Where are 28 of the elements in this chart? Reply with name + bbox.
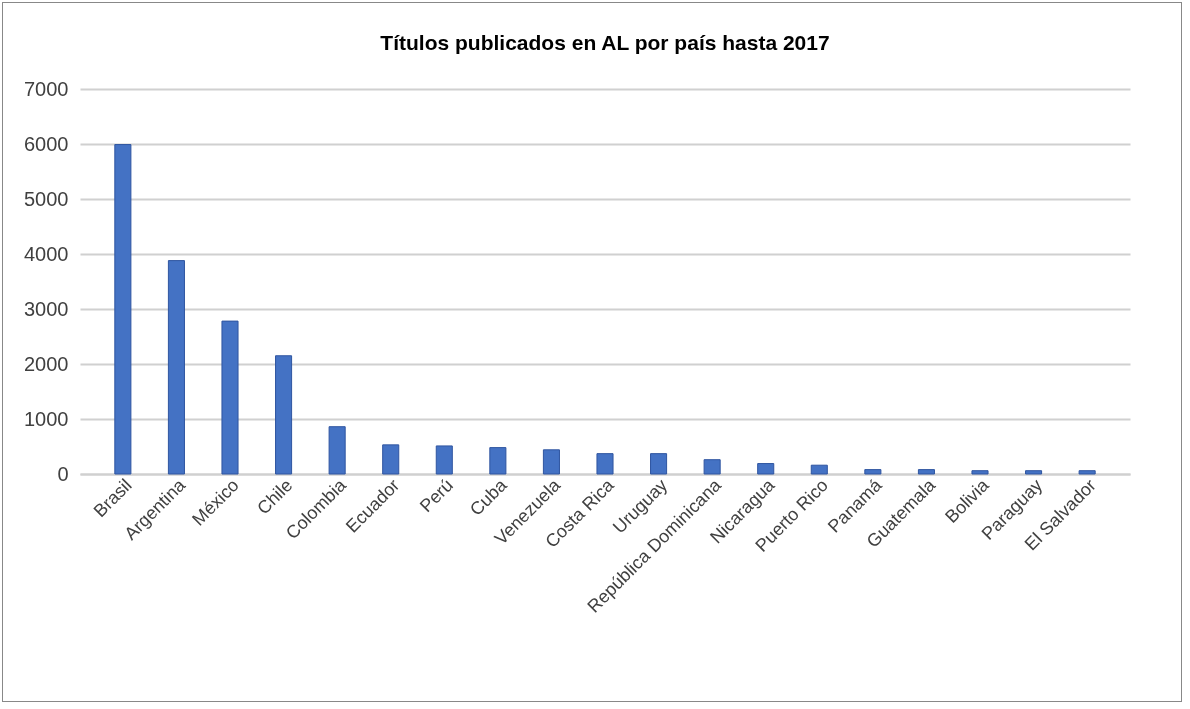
bar bbox=[328, 426, 346, 475]
bar bbox=[489, 447, 507, 475]
bar bbox=[703, 459, 721, 475]
bar bbox=[221, 320, 239, 475]
bar bbox=[1025, 470, 1043, 475]
bar bbox=[810, 464, 828, 475]
y-tick-label: 3000 bbox=[24, 297, 69, 320]
bar bbox=[650, 453, 668, 475]
bar bbox=[275, 355, 293, 475]
bar bbox=[114, 144, 132, 475]
y-tick-label: 6000 bbox=[24, 132, 69, 155]
y-tick-label: 4000 bbox=[24, 242, 69, 265]
y-tick-label: 5000 bbox=[24, 187, 69, 210]
bar bbox=[542, 449, 560, 475]
y-tick-label: 0 bbox=[57, 462, 69, 485]
bar bbox=[382, 444, 400, 475]
bar bbox=[864, 469, 882, 475]
bar bbox=[971, 470, 989, 475]
bar bbox=[757, 463, 775, 475]
bar bbox=[1078, 470, 1096, 475]
bar bbox=[596, 453, 614, 475]
y-tick-label: 2000 bbox=[24, 352, 69, 375]
bar bbox=[435, 445, 453, 475]
y-tick-label: 7000 bbox=[24, 77, 69, 100]
bar bbox=[167, 260, 185, 475]
y-tick-label: 1000 bbox=[24, 407, 69, 430]
bar bbox=[917, 469, 935, 475]
chart-title: Títulos publicados en AL por país hasta 2017 bbox=[380, 31, 830, 54]
